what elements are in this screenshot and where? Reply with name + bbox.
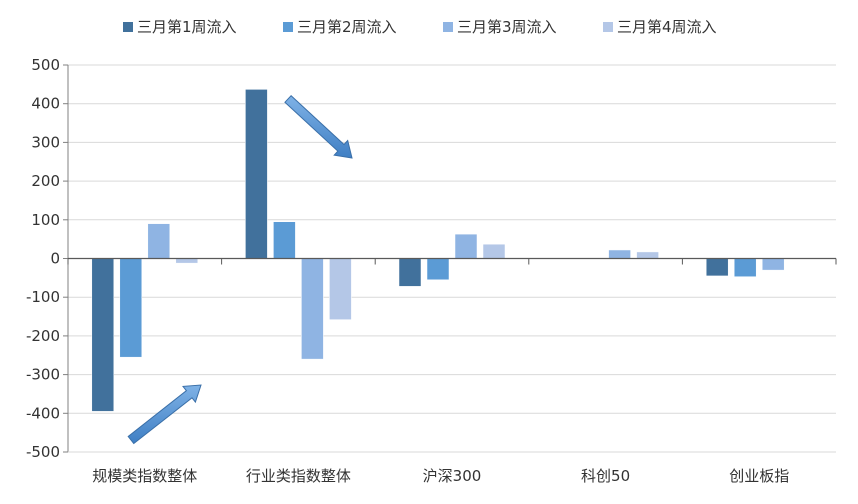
arrow-down-right xyxy=(284,94,353,159)
bar xyxy=(733,258,757,277)
category-label: 创业板指 xyxy=(729,467,789,485)
legend-swatch xyxy=(283,22,293,32)
legend-label: 三月第3周流入 xyxy=(457,18,557,36)
y-tick-label: -500 xyxy=(26,443,60,461)
annotations xyxy=(127,94,353,445)
bar xyxy=(329,258,352,320)
legend-label: 三月第1周流入 xyxy=(137,18,237,36)
bar xyxy=(761,258,785,271)
y-tick-label: 400 xyxy=(31,95,60,113)
bar xyxy=(608,249,631,259)
category-label: 规模类指数整体 xyxy=(92,467,197,485)
bar xyxy=(175,258,199,264)
bars xyxy=(91,89,785,412)
x-axis: 规模类指数整体 行业类指数整体 沪深300 科创50 创业板指 xyxy=(67,257,837,485)
y-tick-label: 100 xyxy=(31,211,60,229)
bar xyxy=(454,233,478,259)
bar xyxy=(91,258,115,412)
legend: 三月第1周流入 三月第2周流入 三月第3周流入 三月第4周流入 xyxy=(123,18,717,36)
bar xyxy=(398,258,422,287)
bar xyxy=(426,258,450,281)
y-tick-label: -100 xyxy=(26,288,60,306)
legend-swatch xyxy=(123,22,133,32)
y-tick-label: -300 xyxy=(26,366,60,384)
y-tick-label: -200 xyxy=(26,327,60,345)
category-label: 沪深300 xyxy=(423,467,482,485)
y-axis: 500 400 300 200 100 0 -100 -200 -300 -400 -500 xyxy=(26,56,69,461)
y-tick-label: 0 xyxy=(50,250,60,268)
bar xyxy=(245,89,268,259)
bar xyxy=(119,258,143,358)
arrow-up-right xyxy=(127,384,202,445)
y-tick-label: 500 xyxy=(31,56,60,74)
bar xyxy=(147,223,171,259)
bar xyxy=(636,251,659,259)
legend-label: 三月第2周流入 xyxy=(297,18,397,36)
y-tick-label: -400 xyxy=(26,404,60,422)
bar xyxy=(301,258,324,360)
legend-label: 三月第4周流入 xyxy=(617,18,717,36)
category-label: 科创50 xyxy=(581,467,630,485)
bar xyxy=(273,221,296,259)
y-tick-label: 300 xyxy=(31,133,60,151)
y-tick-label: 200 xyxy=(31,172,60,190)
legend-swatch xyxy=(443,22,453,32)
category-label: 行业类指数整体 xyxy=(246,467,351,485)
bar xyxy=(705,258,729,277)
legend-swatch xyxy=(603,22,613,32)
bar xyxy=(482,243,506,259)
